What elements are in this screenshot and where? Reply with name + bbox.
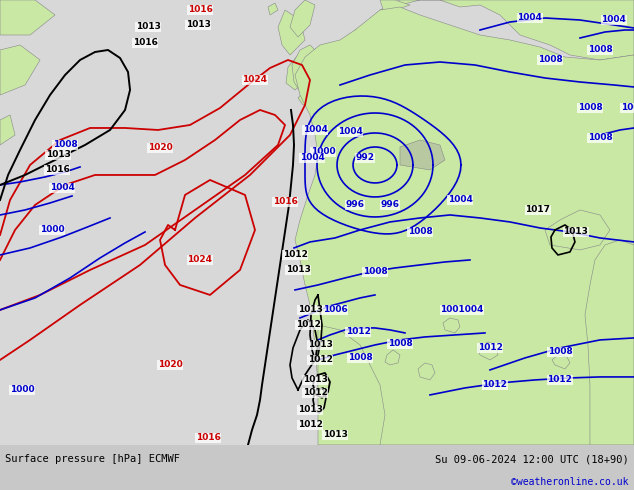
Polygon shape bbox=[278, 10, 305, 55]
Text: 1008: 1008 bbox=[588, 133, 612, 143]
Text: 1000: 1000 bbox=[40, 225, 65, 234]
Text: 1013: 1013 bbox=[186, 21, 210, 29]
Text: 1012: 1012 bbox=[302, 389, 327, 397]
Text: 1013: 1013 bbox=[46, 150, 70, 159]
Text: 1008: 1008 bbox=[347, 353, 372, 363]
Text: 1004: 1004 bbox=[517, 14, 543, 23]
Polygon shape bbox=[350, 25, 450, 145]
Text: 1012: 1012 bbox=[482, 380, 507, 390]
Text: 1013: 1013 bbox=[297, 405, 323, 415]
Text: 1013: 1013 bbox=[564, 227, 588, 237]
Text: 1013: 1013 bbox=[302, 375, 327, 385]
Polygon shape bbox=[286, 55, 312, 90]
Text: 1004: 1004 bbox=[337, 127, 363, 137]
Polygon shape bbox=[545, 210, 610, 250]
Polygon shape bbox=[385, 350, 400, 365]
Text: 1008: 1008 bbox=[548, 347, 573, 356]
Text: 1013: 1013 bbox=[285, 266, 311, 274]
Polygon shape bbox=[380, 0, 410, 15]
Polygon shape bbox=[290, 0, 315, 37]
Text: 1024: 1024 bbox=[243, 75, 268, 84]
Text: 996: 996 bbox=[346, 200, 365, 209]
Text: 1017: 1017 bbox=[526, 205, 550, 215]
Text: 1008: 1008 bbox=[387, 340, 412, 348]
Text: 1004: 1004 bbox=[602, 16, 626, 24]
Text: 992: 992 bbox=[356, 153, 375, 163]
Text: 1000: 1000 bbox=[10, 386, 34, 394]
Text: 1020: 1020 bbox=[158, 361, 183, 369]
Polygon shape bbox=[552, 355, 570, 369]
Polygon shape bbox=[418, 363, 435, 380]
Polygon shape bbox=[415, 115, 465, 165]
Text: 1020: 1020 bbox=[148, 144, 172, 152]
Polygon shape bbox=[478, 342, 498, 360]
Text: 1016: 1016 bbox=[133, 39, 157, 48]
Text: Su 09-06-2024 12:00 UTC (18+90): Su 09-06-2024 12:00 UTC (18+90) bbox=[435, 454, 629, 465]
Text: 1013: 1013 bbox=[136, 23, 160, 31]
Text: 1000: 1000 bbox=[311, 147, 335, 156]
Text: 1012: 1012 bbox=[283, 250, 307, 259]
Text: 1012: 1012 bbox=[477, 343, 502, 352]
Text: 1008: 1008 bbox=[578, 103, 602, 113]
Text: 1013: 1013 bbox=[297, 305, 323, 315]
Text: 1008: 1008 bbox=[363, 268, 387, 276]
Text: 1008: 1008 bbox=[53, 141, 77, 149]
Polygon shape bbox=[268, 3, 278, 15]
Text: 1008: 1008 bbox=[538, 55, 562, 65]
Text: 1012: 1012 bbox=[307, 355, 332, 365]
Polygon shape bbox=[443, 318, 460, 333]
Text: 1013: 1013 bbox=[323, 430, 347, 440]
Text: 1004: 1004 bbox=[49, 183, 74, 193]
Polygon shape bbox=[0, 45, 40, 95]
Text: 100: 100 bbox=[621, 103, 634, 113]
Polygon shape bbox=[292, 45, 322, 95]
Text: 1013: 1013 bbox=[307, 341, 332, 349]
Text: 1016: 1016 bbox=[273, 197, 297, 206]
Polygon shape bbox=[400, 140, 445, 170]
Polygon shape bbox=[585, 240, 634, 445]
Polygon shape bbox=[318, 325, 385, 445]
Text: 1016: 1016 bbox=[188, 5, 212, 15]
Text: Surface pressure [hPa] ECMWF: Surface pressure [hPa] ECMWF bbox=[5, 454, 180, 465]
Text: 1012: 1012 bbox=[346, 327, 370, 337]
Text: 1012: 1012 bbox=[295, 320, 320, 329]
Text: 1004: 1004 bbox=[299, 153, 325, 163]
Polygon shape bbox=[0, 0, 55, 35]
Text: 1004: 1004 bbox=[302, 125, 327, 134]
Text: 1006: 1006 bbox=[323, 305, 347, 315]
Text: 1001004: 1001004 bbox=[440, 305, 484, 315]
Text: 1016: 1016 bbox=[195, 434, 221, 442]
Text: 1016: 1016 bbox=[44, 166, 70, 174]
Polygon shape bbox=[380, 0, 634, 60]
Polygon shape bbox=[298, 89, 316, 105]
Polygon shape bbox=[398, 57, 422, 75]
Text: 1012: 1012 bbox=[297, 420, 323, 429]
Polygon shape bbox=[0, 115, 15, 145]
Text: 1008: 1008 bbox=[588, 46, 612, 54]
Polygon shape bbox=[390, 73, 415, 95]
Text: 1012: 1012 bbox=[548, 375, 573, 385]
Text: 1024: 1024 bbox=[188, 255, 212, 265]
Text: 1004: 1004 bbox=[448, 196, 472, 204]
Text: 996: 996 bbox=[380, 200, 399, 209]
Text: ©weatheronline.co.uk: ©weatheronline.co.uk bbox=[512, 477, 629, 487]
Text: 1008: 1008 bbox=[408, 227, 432, 237]
Polygon shape bbox=[295, 7, 634, 445]
